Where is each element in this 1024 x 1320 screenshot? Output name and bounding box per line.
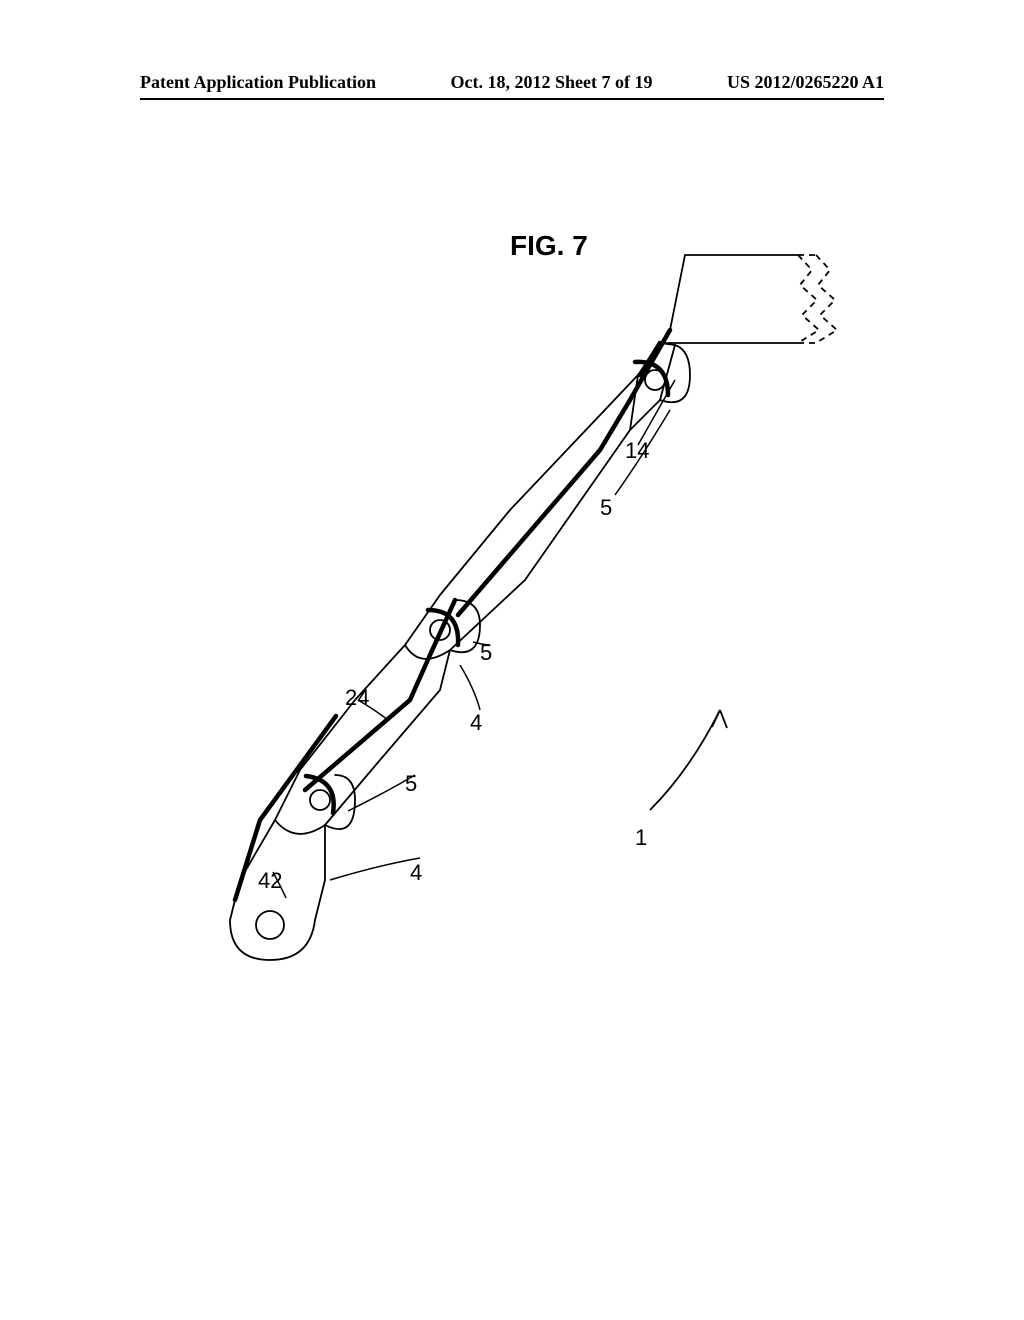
label-4b: 4 [410, 860, 422, 886]
header-right: US 2012/0265220 A1 [727, 72, 884, 93]
label-5c: 5 [405, 771, 417, 797]
patent-header: Patent Application Publication Oct. 18, … [0, 72, 1024, 93]
figure-title: FIG. 7 [510, 230, 588, 262]
label-5a: 5 [600, 495, 612, 521]
label-5b: 5 [480, 640, 492, 666]
label-4a: 4 [470, 710, 482, 736]
header-rule [140, 98, 884, 100]
label-14: 14 [625, 438, 649, 464]
label-42: 42 [258, 868, 282, 894]
figure-7: FIG. 7 14 5 5 4 5 24 42 4 1 [130, 200, 890, 1100]
label-24: 24 [345, 685, 369, 711]
label-1: 1 [635, 825, 647, 851]
figure-drawing [130, 200, 890, 1100]
header-center: Oct. 18, 2012 Sheet 7 of 19 [451, 72, 653, 93]
header-left: Patent Application Publication [140, 72, 376, 93]
